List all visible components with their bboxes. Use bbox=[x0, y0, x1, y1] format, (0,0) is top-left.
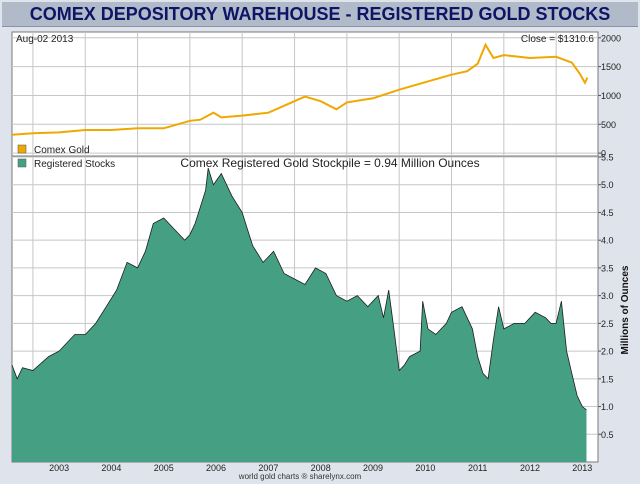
gold-y-tick-label: 0 bbox=[601, 149, 606, 159]
registered-stocks-outline bbox=[11, 167, 587, 411]
x-tick-label: 2010 bbox=[415, 463, 435, 473]
gold-legend-label: Comex Gold bbox=[34, 145, 90, 156]
date-label: Aug-02 2013 bbox=[16, 34, 74, 45]
footer-credit: world gold charts ® sharelynx.com bbox=[238, 472, 362, 481]
title-bar: COMEX DEPOSITORY WAREHOUSE - REGISTERED … bbox=[2, 2, 638, 27]
x-axis-ticks: 2003 2004 2005 2006 2007 2008 2009 2010 2011 2012… bbox=[49, 463, 592, 473]
x-tick-label: 2007 bbox=[258, 463, 278, 473]
gold-y-tick-label: 2000 bbox=[601, 33, 621, 43]
stocks-y-tick-label: 1.5 bbox=[601, 374, 614, 384]
stocks-legend-label: Registered Stocks bbox=[34, 159, 115, 170]
stocks-y-tick-label: 4.5 bbox=[601, 208, 614, 218]
stocks-y-tick-label: 2.5 bbox=[601, 319, 614, 329]
x-tick-label: 2006 bbox=[206, 463, 226, 473]
x-tick-label: 2011 bbox=[468, 463, 487, 473]
stocks-y-tick-label: 0.5 bbox=[601, 430, 614, 440]
chart-title: COMEX DEPOSITORY WAREHOUSE - REGISTERED … bbox=[29, 4, 611, 24]
x-tick-label: 2008 bbox=[311, 463, 331, 473]
stockpile-headline: Comex Registered Gold Stockpile = 0.94 M… bbox=[180, 156, 479, 170]
gold-y-ticks: 0 500 1000 1500 2000 bbox=[598, 33, 621, 159]
stocks-y-tick-label: 1.0 bbox=[601, 402, 614, 412]
x-tick-label: 2004 bbox=[101, 463, 121, 473]
x-tick-label: 2012 bbox=[520, 463, 540, 473]
gold-price-line bbox=[11, 42, 589, 136]
gold-y-tick-label: 1500 bbox=[601, 62, 621, 72]
y-axis-label: Millions of Ounces bbox=[620, 265, 631, 354]
x-tick-label: 2005 bbox=[154, 463, 174, 473]
gold-panel bbox=[11, 31, 599, 157]
registered-stocks-area bbox=[12, 168, 587, 462]
gold-grid bbox=[12, 32, 598, 156]
stocks-y-tick-label: 3.0 bbox=[601, 291, 614, 301]
stocks-y-tick-label: 3.5 bbox=[601, 263, 614, 273]
x-tick-label: 2003 bbox=[49, 463, 69, 473]
stocks-y-tick-label: 2.0 bbox=[601, 347, 614, 357]
stocks-y-tick-label: 5.5 bbox=[601, 153, 614, 163]
gold-legend-swatch bbox=[17, 144, 27, 154]
x-tick-label: 2013 bbox=[572, 463, 592, 473]
stocks-y-tick-label: 5.0 bbox=[601, 180, 614, 190]
x-tick-label: 2009 bbox=[363, 463, 383, 473]
gold-y-tick-label: 500 bbox=[601, 120, 616, 130]
close-label: Close = $1310.6 bbox=[521, 34, 595, 45]
stocks-y-ticks: 0.5 1.0 1.5 2.0 2.5 3.0 3.5 4.0 4.5 5.0 5.5 bbox=[598, 153, 614, 440]
stocks-y-tick-label: 4.0 bbox=[601, 236, 614, 246]
gold-y-tick-label: 1000 bbox=[601, 91, 621, 101]
stocks-legend-swatch bbox=[17, 158, 27, 168]
